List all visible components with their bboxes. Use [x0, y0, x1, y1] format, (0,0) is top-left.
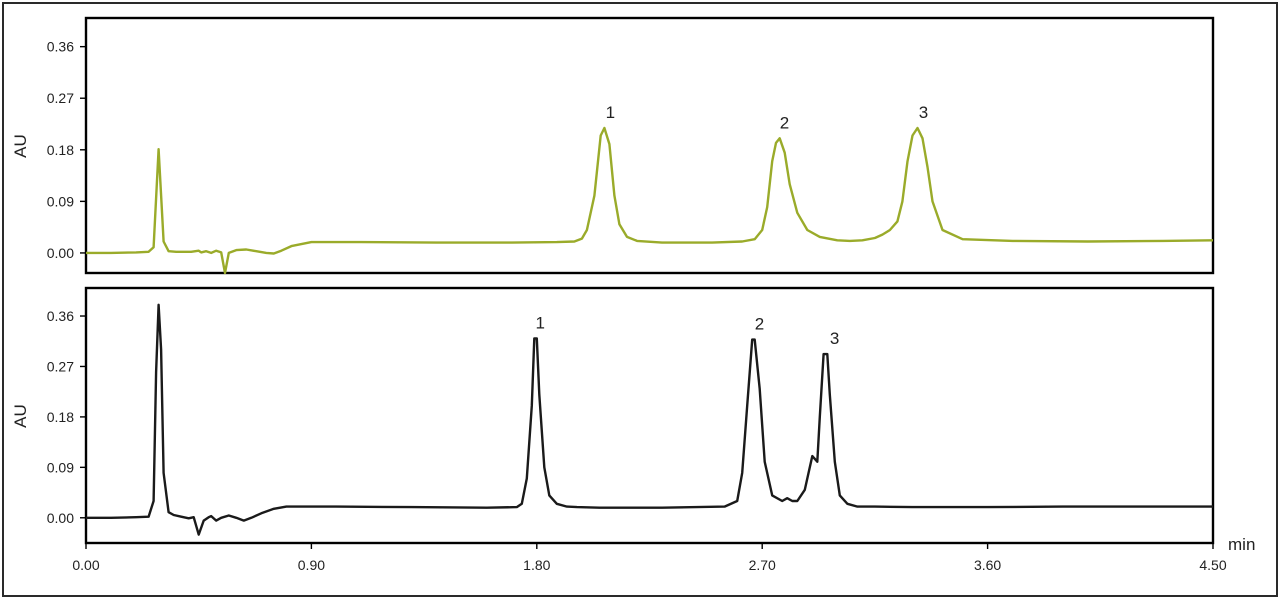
x-tick-label: 4.50 — [1199, 557, 1226, 573]
x-tick-label: 3.60 — [974, 557, 1001, 573]
bottom-y-tick-label: 0.18 — [47, 409, 74, 425]
top-peak-label: 2 — [780, 113, 789, 132]
bottom-peak-labels: 1 2 3 — [536, 313, 840, 348]
top-y-tick-label: 0.18 — [47, 142, 74, 158]
x-axis: 0.00 0.90 1.80 2.70 3.60 4.50 — [72, 543, 1227, 573]
x-tick-label: 2.70 — [749, 557, 776, 573]
bottom-panel: 0.00 0.09 0.18 0.27 0.36 AU 1 2 3 0.00 0.90 1.80… — [11, 286, 1255, 573]
bottom-y-tick-label: 0.00 — [47, 510, 74, 526]
bottom-peak-label: 1 — [536, 313, 545, 332]
bottom-peak-label: 2 — [755, 315, 764, 334]
x-tick-label: 0.00 — [72, 557, 99, 573]
bottom-plot-frame — [84, 286, 1215, 545]
top-chromatogram-trace — [86, 126, 1214, 275]
bottom-chromatogram-trace — [86, 303, 1213, 536]
top-plot-frame — [84, 16, 1215, 275]
top-y-tick-label: 0.09 — [47, 193, 74, 209]
bottom-y-tick-label: 0.27 — [47, 358, 74, 374]
top-y-axis-label: AU — [11, 134, 30, 158]
top-y-axis: 0.00 0.09 0.18 0.27 0.36 — [47, 39, 86, 261]
top-peak-labels: 1 2 3 — [606, 103, 929, 132]
top-y-tick-label: 0.00 — [47, 245, 74, 261]
top-panel: 0.00 0.09 0.18 0.27 0.36 AU 1 2 3 — [11, 16, 1215, 275]
top-peak-label: 3 — [919, 103, 928, 122]
bottom-peak-label: 3 — [830, 329, 839, 348]
bottom-y-axis: 0.00 0.09 0.18 0.27 0.36 — [47, 308, 86, 526]
bottom-y-tick-label: 0.09 — [47, 459, 74, 475]
top-peak-label: 1 — [606, 103, 615, 122]
x-axis-label: min — [1228, 535, 1255, 554]
bottom-y-axis-label: AU — [11, 404, 30, 428]
x-tick-label: 1.80 — [523, 557, 550, 573]
bottom-y-tick-label: 0.36 — [47, 308, 74, 324]
x-tick-label: 0.90 — [298, 557, 325, 573]
top-y-tick-label: 0.27 — [47, 90, 74, 106]
top-y-tick-label: 0.36 — [47, 39, 74, 55]
